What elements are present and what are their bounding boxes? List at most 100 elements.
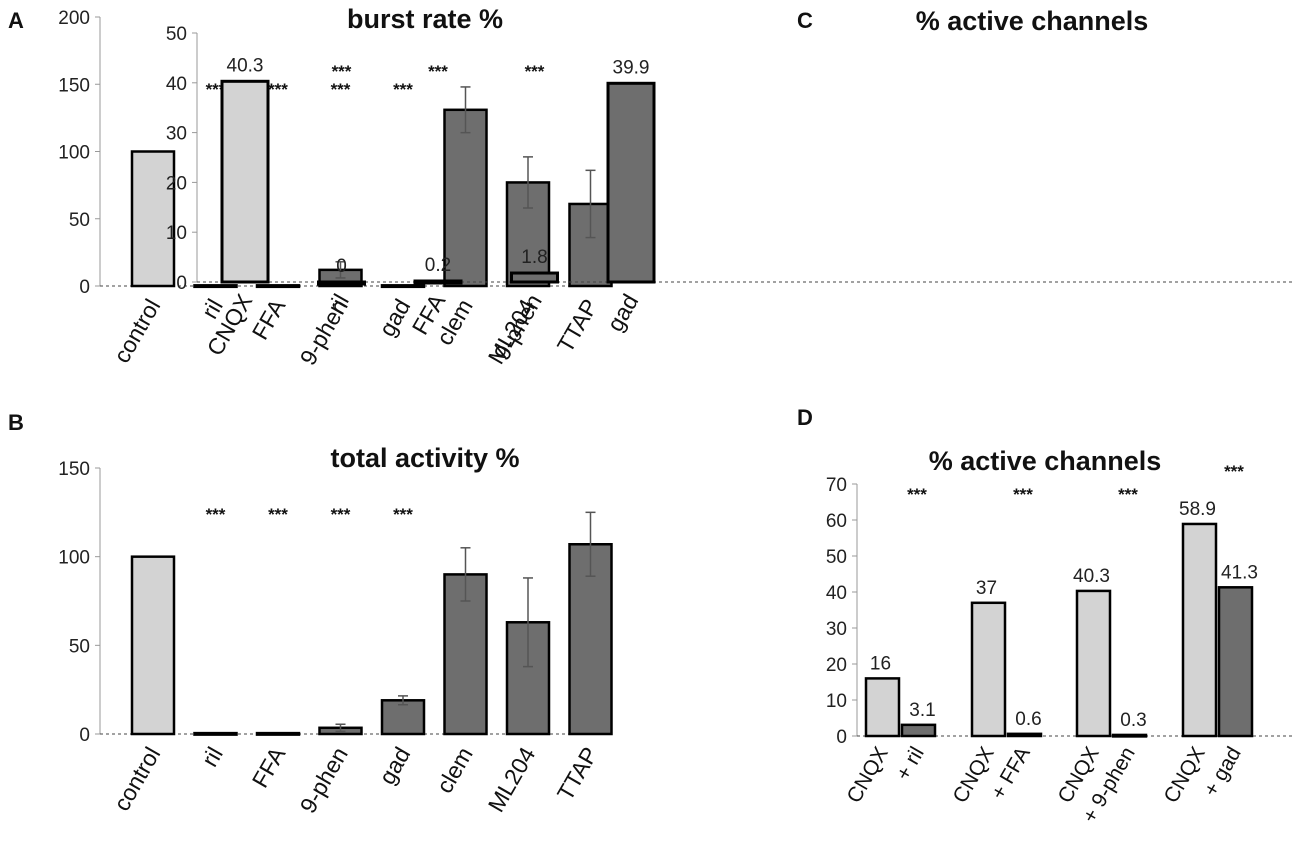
significance-gad: ***	[393, 505, 413, 524]
significance-FFA: ***	[428, 62, 448, 81]
panel-c-y-tick-label: 0	[176, 273, 187, 294]
value-label: 58.9	[1179, 499, 1216, 520]
value-label: 16	[870, 653, 891, 674]
significance-9-phen: ***	[331, 80, 351, 99]
category-label-TTAP: TTAP	[552, 295, 603, 357]
category-label-9-phen: 9-phen	[295, 743, 353, 818]
bar-ril	[193, 284, 238, 289]
panel-c-y-tick-label: 50	[166, 24, 187, 45]
value-label: 0.3	[1120, 710, 1146, 731]
category-label-control: control	[108, 295, 165, 368]
value-label-gad: 39.9	[613, 57, 650, 78]
category-label-gad: gad	[602, 290, 644, 336]
bar-ril	[193, 731, 238, 736]
panel-letter: A	[8, 8, 24, 33]
category-label-ril: ril	[196, 743, 227, 771]
category-label: + ril	[892, 743, 929, 784]
value-label: 37	[976, 578, 997, 599]
panel-a-y-tick-label: 200	[58, 8, 90, 29]
significance-gad: ***	[393, 80, 413, 99]
panel-d-y-tick-label: 60	[826, 511, 847, 532]
chart-title: % active channels	[916, 6, 1149, 36]
category-label: CNQX	[1160, 743, 1210, 807]
category-label-gad: gad	[374, 743, 416, 789]
category-label: + gad	[1199, 743, 1245, 801]
bar-control	[130, 555, 176, 736]
chart-title: % active channels	[929, 446, 1162, 476]
value-label-CNQX: 40.3	[227, 55, 264, 76]
value-label: 3.1	[909, 700, 935, 721]
panel-a-y-tick-label: 100	[58, 143, 90, 164]
bar-gad	[606, 81, 656, 284]
bar-cnqx	[1181, 522, 1218, 738]
panel-d-y-tick-label: 0	[836, 727, 847, 748]
value-label: 0.6	[1015, 709, 1041, 730]
value-label: 41.3	[1221, 562, 1258, 583]
panel-c-y-tick-label: 10	[166, 223, 187, 244]
category-label: CNQX	[843, 743, 893, 807]
panel-a-y-tick-label: 0	[79, 277, 90, 298]
panel-letter: D	[797, 405, 813, 430]
panel-letter: C	[797, 8, 813, 33]
bar-gad	[380, 699, 426, 736]
bar-FFA	[255, 731, 301, 736]
panel-d-y-tick-label: 20	[826, 655, 847, 676]
chart-title: burst rate %	[347, 4, 503, 34]
bar-CNQX	[220, 79, 270, 284]
category-label: CNQX	[949, 743, 999, 807]
panel-c-y-tick-label: 40	[166, 74, 187, 95]
panel-b-y-tick-label: 0	[79, 725, 90, 746]
panel-letter: B	[8, 410, 24, 435]
significance-marker: ***	[1224, 462, 1244, 481]
panel-b-y-tick-label: 100	[58, 548, 90, 569]
chart-title: total activity %	[330, 443, 519, 473]
significance-marker: ***	[1118, 485, 1138, 504]
panel-d-y-tick-label: 10	[826, 691, 847, 712]
bar--gad	[1217, 586, 1254, 738]
bar-9-phen	[510, 271, 559, 284]
significance-marker: ***	[1013, 485, 1033, 504]
bar-FFA	[255, 284, 301, 289]
category-label-TTAP: TTAP	[552, 743, 603, 805]
bar-FFA	[413, 279, 463, 285]
bar-ril	[317, 280, 366, 286]
significance-9-phen: ***	[331, 505, 351, 524]
bar-cnqx	[1075, 589, 1112, 738]
significance-ril: ***	[332, 62, 352, 81]
bar-cnqx	[970, 601, 1007, 738]
category-label-9-phen: 9-phen	[489, 290, 547, 365]
category-label-ML204: ML204	[483, 742, 541, 816]
value-label-FFA: 0.2	[425, 255, 451, 276]
bar--ril	[900, 723, 937, 738]
bar-control	[130, 150, 176, 288]
panel-d-y-tick-label: 40	[826, 583, 847, 604]
significance-ril: ***	[206, 505, 226, 524]
category-label-control: control	[108, 743, 165, 816]
bar-gad	[380, 284, 426, 289]
panel-a-y-tick-label: 50	[69, 210, 90, 231]
bar--9-phen	[1111, 733, 1148, 738]
category-label-gad: gad	[374, 295, 416, 341]
panel-d-y-tick-label: 70	[826, 475, 847, 496]
significance-9-phen: ***	[525, 62, 545, 81]
panel-a-y-tick-label: 150	[58, 75, 90, 96]
panel-d-y-tick-label: 50	[826, 547, 847, 568]
panel-b-y-tick-label: 150	[58, 459, 90, 480]
value-label-ril: 0	[336, 256, 347, 277]
bar-cnqx	[864, 677, 901, 738]
significance-FFA: ***	[268, 80, 288, 99]
category-label-clem: clem	[431, 743, 478, 798]
value-label-9-phen: 1.8	[521, 247, 547, 268]
panel-c-y-tick-label: 20	[166, 173, 187, 194]
panel-c: C% active channels0102030405040.3CNQX0**…	[166, 6, 1295, 365]
significance-FFA: ***	[268, 505, 288, 524]
panel-c-y-tick-label: 30	[166, 124, 187, 145]
category-label-FFA: FFA	[247, 742, 291, 792]
bar-clem	[443, 108, 488, 288]
significance-marker: ***	[907, 485, 927, 504]
panel-d: D % active channels 0 10 20 30 40 50 60 70 16 CNQX 3…	[797, 405, 1295, 827]
bar--ffa	[1006, 732, 1043, 738]
panel-d-y-tick-label: 30	[826, 619, 847, 640]
